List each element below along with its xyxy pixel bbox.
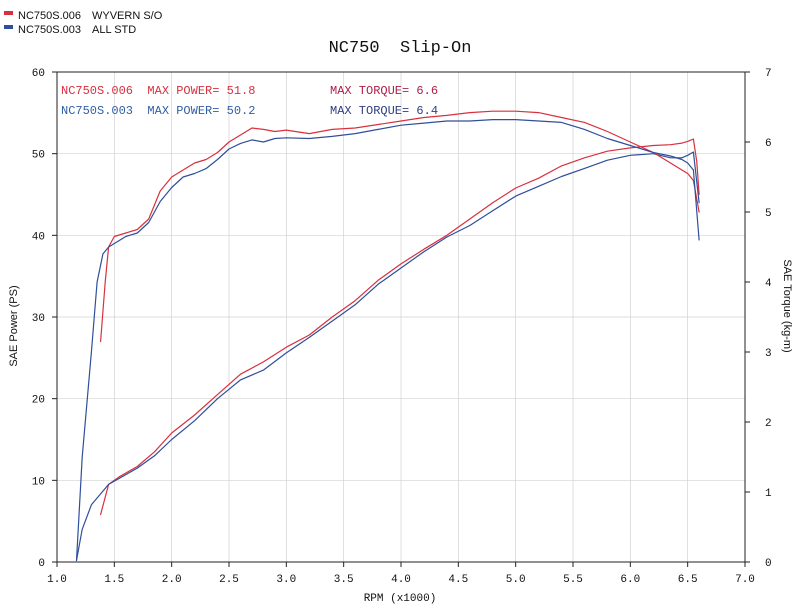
legend-code-std: NC750S.003: [18, 24, 81, 36]
annotation-std-max-torque: MAX TORQUE= 6.4: [330, 104, 438, 118]
legend-entry-std: NC750S.003 ALL STD: [4, 24, 136, 36]
y-tick-label: 60: [32, 68, 45, 80]
legend-code-wyvern: NC750S.006: [18, 10, 81, 22]
x-tick-label: 1.5: [104, 574, 124, 586]
y-tick-labels: 0 10 20 30 40 50 60: [32, 68, 57, 570]
y2-tick-label: 1: [765, 488, 772, 500]
annotation-wyvern-max-torque: MAX TORQUE= 6.6: [330, 84, 438, 98]
legend-swatch-std: [4, 25, 13, 29]
y2-tick-label: 5: [765, 208, 772, 220]
x-tick-label: 7.0: [735, 574, 755, 586]
legend-name-std: ALL STD: [92, 24, 136, 36]
y2-tick-label: 3: [765, 348, 772, 360]
grid: [56, 71, 746, 563]
x-tick-label: 3.5: [334, 574, 354, 586]
y-tick-label: 30: [32, 313, 45, 325]
x-tick-label: 2.0: [162, 574, 182, 586]
x-tick-label: 6.0: [620, 574, 640, 586]
series-line-wyvern-power: [100, 138, 700, 516]
y-tick-label: 20: [32, 395, 45, 407]
series-line-std-torque: [75, 119, 700, 562]
x-tick-label: 3.0: [276, 574, 296, 586]
x-tick-label: 5.0: [506, 574, 526, 586]
x-axis-label: RPM (x1000): [364, 593, 437, 605]
y-tick-label: 40: [32, 231, 45, 243]
series-line-wyvern-torque: [100, 110, 700, 343]
legend: NC750S.006 WYVERN S/O NC750S.003 ALL STD: [4, 10, 163, 36]
y-axis-label: SAE Power (PS): [8, 285, 20, 366]
x-tick-label: 4.0: [391, 574, 411, 586]
x-tick-label: 1.0: [47, 574, 67, 586]
x-tick-label: 5.5: [563, 574, 583, 586]
x-tick-label: 2.5: [219, 574, 239, 586]
annotations: NC750S.006 MAX POWER= 51.8 MAX TORQUE= 6…: [61, 84, 438, 118]
x-tick-label: 4.5: [448, 574, 468, 586]
chart-title: NC750 Slip-On: [329, 39, 472, 58]
y2-tick-label: 4: [765, 278, 772, 290]
y-tick-label: 10: [32, 476, 45, 488]
legend-name-wyvern: WYVERN S/O: [92, 10, 163, 22]
y2-axis-label: SAE Torque (kg-m): [781, 259, 793, 352]
y2-tick-label: 7: [765, 68, 772, 80]
legend-swatch-wyvern: [4, 11, 13, 15]
y-tick-label: 0: [38, 558, 45, 570]
y2-tick-label: 2: [765, 418, 772, 430]
annotation-std-max-power: NC750S.003 MAX POWER= 50.2: [61, 104, 255, 118]
x-tick-label: 6.5: [678, 574, 698, 586]
legend-entry-wyvern: NC750S.006 WYVERN S/O: [4, 10, 163, 22]
y-tick-label: 50: [32, 150, 45, 162]
series-lines: [75, 110, 700, 562]
y2-tick-label: 0: [765, 558, 772, 570]
annotation-wyvern-max-power: NC750S.006 MAX POWER= 51.8: [61, 84, 255, 98]
y2-tick-labels: 0 1 2 3 4 5 6 7: [745, 68, 772, 570]
y2-tick-label: 6: [765, 138, 772, 150]
x-tick-labels: 1.0 1.5 2.0 2.5 3.0 3.5 4.0 4.5 5.0 5.5 6.0 6.5 7.0: [47, 562, 755, 586]
series-line-std-power: [75, 151, 700, 561]
